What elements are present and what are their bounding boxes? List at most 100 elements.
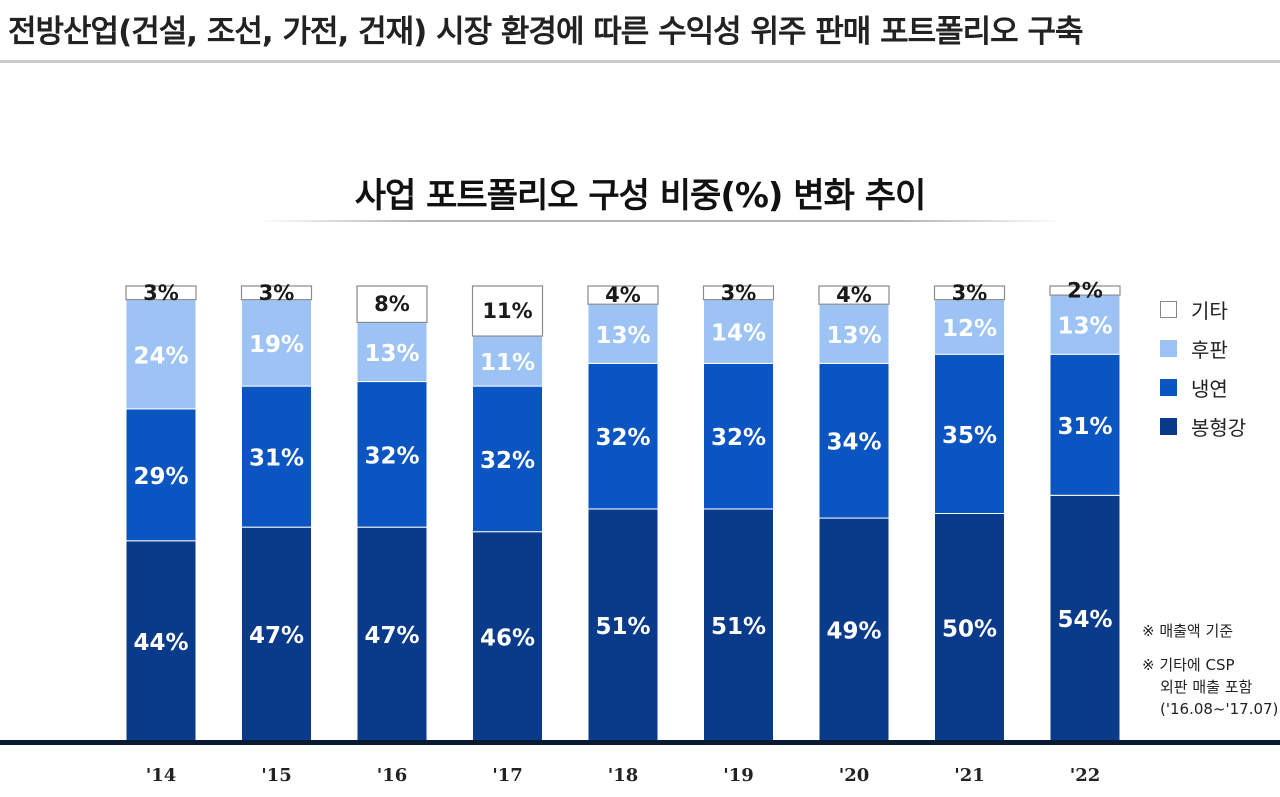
x-tick-label: '22: [1070, 765, 1101, 786]
bar-other: [240, 285, 313, 301]
data-label-long-products: 47%: [249, 623, 304, 649]
x-tick-label: '19: [723, 765, 754, 786]
legend-swatch-plate: [1160, 339, 1177, 357]
data-label-other: 4%: [605, 283, 641, 307]
bar-long-products: [356, 526, 428, 742]
x-tick-label: '14: [146, 765, 177, 786]
legend-swatch-long-products: [1160, 417, 1177, 435]
data-label-long-products: 49%: [826, 619, 881, 645]
data-label-other: 3%: [721, 281, 757, 305]
chart-title: 사업 포트폴리오 구성 비중(%) 변화 추이: [354, 176, 927, 216]
x-tick-label: '17: [492, 765, 523, 786]
x-tick-label: '16: [377, 765, 408, 786]
data-label-cold-rolled: 31%: [1057, 414, 1112, 440]
legend-label-other: 기타: [1191, 298, 1228, 323]
page-title: 전방산업(건설, 조선, 가전, 건재) 시장 환경에 따른 수익성 위주 판매…: [8, 14, 1084, 50]
data-label-long-products: 50%: [942, 616, 997, 642]
legend-item-other: 기타: [1160, 296, 1246, 323]
data-label-other: 3%: [143, 281, 179, 305]
bar-cold-rolled: [818, 362, 890, 519]
bar-other: [933, 285, 1006, 301]
bar-cold-rolled: [587, 362, 659, 510]
x-axis-baseline: [0, 740, 1280, 745]
note-basis: ※ 매출액 기준: [1142, 622, 1234, 640]
data-label-other: 11%: [482, 299, 532, 323]
data-label-cold-rolled: 35%: [942, 423, 997, 449]
data-label-long-products: 51%: [595, 614, 650, 640]
bar-cold-rolled: [241, 385, 312, 528]
bar-other: [818, 285, 890, 305]
legend-label-long-products: 봉형강: [1191, 415, 1247, 440]
bar-plate: [241, 299, 312, 387]
legend-item-plate: 후판: [1160, 335, 1246, 362]
bar-plate: [818, 303, 890, 364]
legend-item-long-products: 봉형강: [1160, 413, 1247, 440]
bar-long-products: [241, 526, 312, 742]
data-label-cold-rolled: 31%: [249, 446, 304, 472]
data-label-other: 8%: [374, 292, 410, 316]
legend-label-cold-rolled: 냉연: [1191, 376, 1228, 401]
data-label-plate: 13%: [364, 341, 419, 367]
bar-plate: [703, 299, 774, 364]
bar-long-products: [934, 513, 1005, 742]
note-csp-line1: ※ 기타에 CSP: [1142, 656, 1235, 674]
bar-other: [125, 285, 197, 301]
bar-other: [356, 285, 428, 324]
bar-cold-rolled: [1049, 353, 1121, 496]
data-label-plate: 13%: [595, 323, 650, 349]
data-label-cold-rolled: 32%: [480, 448, 535, 474]
chart-title-divider: [255, 220, 1065, 222]
data-label-long-products: 44%: [133, 630, 188, 656]
bar-plate: [472, 335, 543, 387]
data-label-long-products: 46%: [480, 625, 535, 651]
data-label-cold-rolled: 32%: [364, 443, 419, 469]
bar-cold-rolled: [125, 408, 197, 542]
note-csp: ※ 기타에 CSP 외판 매출 포함 ('16.08~'17.07): [1142, 654, 1278, 720]
data-label-plate: 13%: [826, 323, 881, 349]
data-label-cold-rolled: 34%: [826, 430, 881, 456]
note-csp-period: ('16.08~'17.07): [1160, 700, 1279, 718]
data-label-plate: 14%: [711, 321, 766, 347]
bar-plate: [1049, 294, 1121, 355]
bar-cold-rolled: [472, 385, 543, 533]
bar-cold-rolled: [934, 353, 1005, 514]
data-label-long-products: 47%: [364, 623, 419, 649]
chart-legend: 기타 후판 냉연 봉형강: [1160, 296, 1246, 452]
data-label-plate: 12%: [942, 316, 997, 342]
x-tick-label: '18: [608, 765, 639, 786]
data-label-long-products: 54%: [1057, 607, 1112, 633]
bar-long-products: [703, 508, 774, 742]
legend-label-plate: 후판: [1191, 337, 1228, 362]
bar-other: [1049, 285, 1121, 296]
x-tick-label: '15: [261, 765, 292, 786]
data-label-other: 3%: [952, 281, 988, 305]
data-label-plate: 13%: [1057, 314, 1112, 340]
legend-swatch-cold-rolled: [1160, 378, 1177, 396]
data-label-other: 2%: [1067, 279, 1103, 303]
bar-other: [587, 285, 659, 305]
bar-plate: [587, 303, 659, 364]
legend-item-cold-rolled: 냉연: [1160, 374, 1246, 401]
bar-long-products: [1049, 494, 1121, 742]
bar-plate: [125, 299, 197, 410]
x-tick-label: '20: [839, 765, 870, 786]
data-label-cold-rolled: 32%: [711, 425, 766, 451]
bar-other: [702, 285, 775, 301]
data-label-other: 4%: [836, 283, 872, 307]
bar-long-products: [125, 540, 197, 742]
chart-notes: ※ 매출액 기준 ※ 기타에 CSP 외판 매출 포함 ('16.08~'17.…: [1142, 620, 1278, 732]
data-label-other: 3%: [259, 281, 295, 305]
data-label-plate: 19%: [249, 332, 304, 358]
legend-swatch-other: [1160, 300, 1177, 318]
bar-other: [471, 285, 544, 337]
bar-cold-rolled: [703, 362, 774, 510]
x-tick-label: '21: [954, 765, 985, 786]
data-label-cold-rolled: 29%: [133, 464, 188, 490]
data-label-plate: 24%: [133, 343, 188, 369]
data-label-long-products: 51%: [711, 614, 766, 640]
data-label-cold-rolled: 32%: [595, 425, 650, 451]
bar-plate: [356, 321, 428, 383]
bar-long-products: [587, 508, 659, 742]
data-label-plate: 11%: [480, 350, 535, 376]
